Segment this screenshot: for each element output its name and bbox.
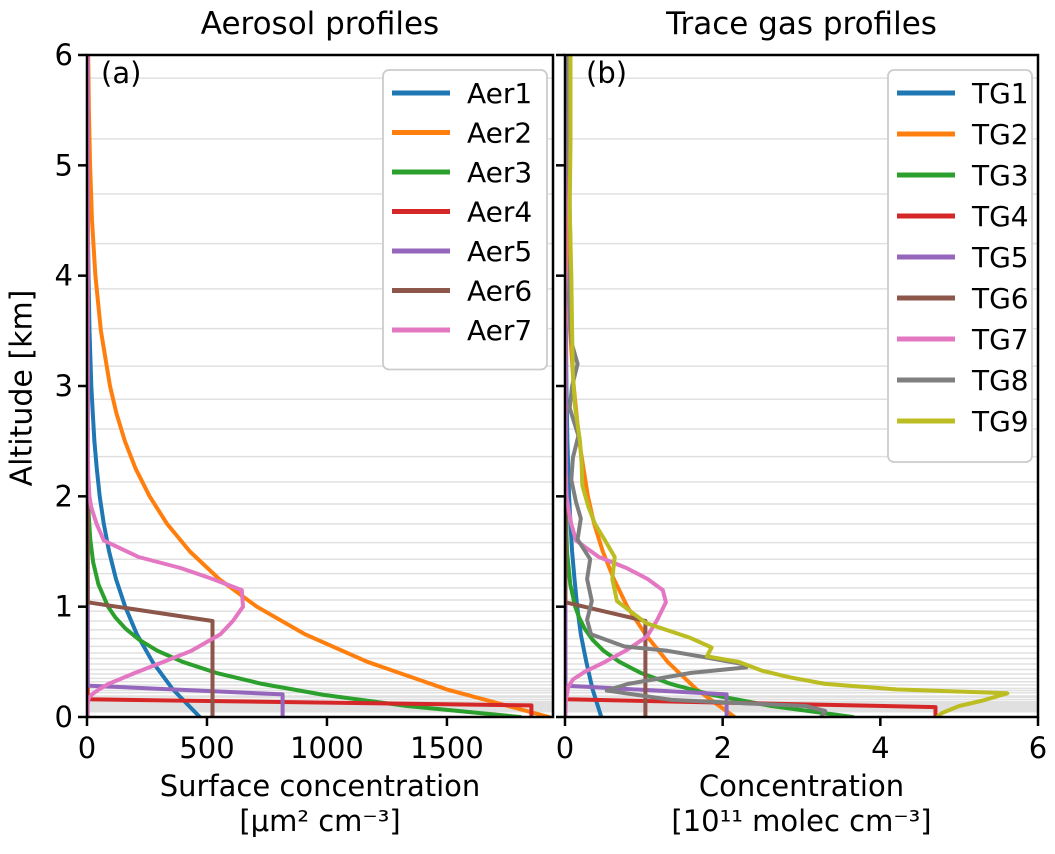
x-tick-label: 4 xyxy=(871,731,889,765)
legend-label-TG3: TG3 xyxy=(971,159,1029,192)
y-axis-label: Altitude [km] xyxy=(4,289,40,487)
panel-a-xlabel-line2: [μm² cm⁻³] xyxy=(239,804,401,838)
legend-label-TG7: TG7 xyxy=(971,323,1029,356)
x-tick-label: 6 xyxy=(1029,731,1047,765)
legend-label-Aer3: Aer3 xyxy=(467,156,532,189)
panel-a-title: Aerosol profiles xyxy=(200,6,440,42)
legend-label-TG6: TG6 xyxy=(971,282,1029,315)
legend-box xyxy=(382,69,548,371)
series-TG8-line xyxy=(566,55,828,717)
legend-label-Aer7: Aer7 xyxy=(467,314,532,347)
x-tick-label: 0 xyxy=(556,731,574,765)
legend-label-Aer2: Aer2 xyxy=(467,117,532,150)
x-tick-label: 2 xyxy=(713,731,731,765)
series-Aer2-line xyxy=(87,55,551,717)
x-tick-label: 0 xyxy=(78,731,96,765)
legend-label-Aer1: Aer1 xyxy=(467,77,532,110)
y-tick-label: 6 xyxy=(55,38,73,72)
series-Aer6-line xyxy=(87,55,215,717)
x-tick-label: 1500 xyxy=(410,731,484,765)
y-tick-label: 1 xyxy=(55,590,73,624)
series-Aer7-line xyxy=(87,55,245,717)
legend-label-TG5: TG5 xyxy=(971,241,1029,274)
series-TG9-line xyxy=(567,55,1010,717)
legend-label-Aer4: Aer4 xyxy=(467,196,532,229)
series-TG4-line xyxy=(565,55,938,717)
panel-a-xlabel-line1: Surface concentration xyxy=(159,769,481,803)
legend-label-TG8: TG8 xyxy=(971,364,1029,397)
legend-label-Aer6: Aer6 xyxy=(467,275,532,308)
series-TG7-line xyxy=(565,55,668,717)
y-tick-label: 5 xyxy=(55,148,73,182)
series-TG2-line xyxy=(565,55,737,717)
y-tick-label: 4 xyxy=(55,259,73,293)
legend-label-Aer5: Aer5 xyxy=(467,235,532,268)
x-tick-label: 1000 xyxy=(290,731,364,765)
y-tick-label: 0 xyxy=(55,700,73,734)
legend-box xyxy=(887,69,1033,463)
panel-b-letter: (b) xyxy=(586,56,628,90)
x-tick-label: 500 xyxy=(179,731,234,765)
panel-b-xlabel-line2: [10¹¹ molec cm⁻³] xyxy=(671,804,932,838)
legend-label-TG1: TG1 xyxy=(971,77,1029,110)
panel-b-title: Trace gas profiles xyxy=(666,6,937,42)
y-tick-label: 2 xyxy=(55,479,73,513)
legend-label-TG9: TG9 xyxy=(971,405,1029,438)
legend-label-TG2: TG2 xyxy=(971,118,1029,151)
legend-label-TG4: TG4 xyxy=(971,200,1029,233)
panel-a-letter: (a) xyxy=(101,56,142,90)
y-tick-label: 3 xyxy=(55,369,73,403)
panel-b-xlabel-line1: Concentration xyxy=(698,769,905,803)
series-TG3-line xyxy=(565,55,855,717)
